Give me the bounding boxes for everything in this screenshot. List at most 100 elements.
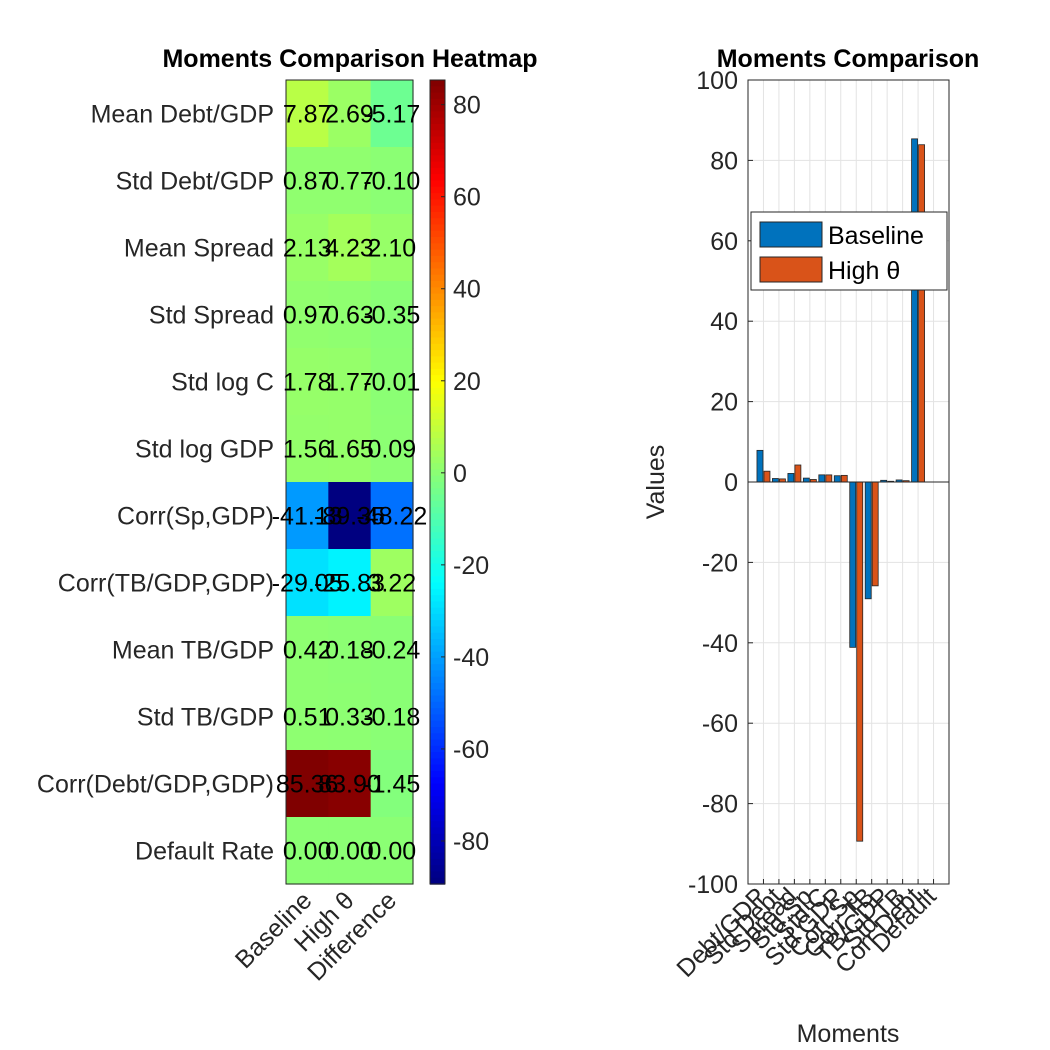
colorbar-strip (430, 595, 445, 603)
colorbar-strip (430, 532, 445, 540)
heatmap-cell-value: -0.24 (363, 637, 420, 665)
colorbar-strip (430, 92, 445, 100)
bar-baseline (864, 481, 872, 600)
colorbar-tick-label: 20 (453, 368, 481, 396)
legend-label-baseline: Baseline (828, 222, 924, 250)
colorbar-strip (430, 444, 445, 452)
colorbar-strip (430, 865, 445, 873)
colorbar-strip (430, 463, 445, 471)
colorbar-strip (430, 588, 445, 596)
legend-swatch-baseline (759, 221, 823, 248)
heatmap-cell-value: 0.09 (367, 436, 416, 464)
heatmap-cell-value: -0.18 (363, 704, 420, 732)
heatmap-cell-value: -0.10 (363, 168, 420, 196)
colorbar-strip (430, 193, 445, 201)
bar-chart-x-axis-label: Moments (797, 1020, 900, 1048)
colorbar-strip (430, 613, 445, 621)
colorbar-strip (430, 827, 445, 835)
heatmap-cell (370, 750, 414, 818)
y-tick-label: 60 (710, 228, 738, 256)
colorbar-strip (430, 796, 445, 804)
colorbar-strip (430, 745, 445, 753)
colorbar-strip (430, 281, 445, 288)
colorbar-strip (430, 243, 445, 251)
heatmap-cell-value: -0.35 (363, 302, 420, 330)
heatmap-cell-value: 0.77 (325, 168, 374, 196)
colorbar-strip (430, 726, 445, 734)
y-tick-label: -40 (702, 630, 738, 658)
heatmap-cell (328, 281, 372, 349)
colorbar-strip (430, 438, 445, 446)
heatmap-cell (286, 817, 329, 885)
colorbar-strip (430, 538, 445, 546)
colorbar-tick-label: 80 (453, 92, 481, 120)
heatmap-row-label: Corr(TB/GDP,GDP) (58, 570, 274, 598)
colorbar-strip (430, 180, 445, 188)
colorbar-strip (430, 720, 445, 728)
colorbar-strip (430, 482, 445, 489)
colorbar-strip (430, 852, 445, 860)
colorbar-strip (430, 632, 445, 640)
heatmap-cell (328, 616, 372, 684)
bar-chart-y-axis-label: Values (642, 445, 670, 520)
colorbar-strip (430, 626, 445, 634)
heatmap-cell (286, 750, 329, 818)
heatmap-cell (286, 214, 329, 282)
colorbar-strip (430, 525, 445, 533)
heatmap-row-labels: Mean Debt/GDP Std Debt/GDP Mean Spread Std … (37, 101, 274, 866)
colorbar-strip (430, 318, 445, 326)
heatmap-cell (328, 147, 372, 215)
colorbar-strip (430, 117, 445, 125)
heatmap-cell-labels: 7.872.69-5.17 0.870.77-0.10 2.134.232.10 0.… (272, 101, 428, 866)
colorbar-strip (430, 136, 445, 144)
colorbar-strip (430, 299, 445, 307)
heatmap-cell-value: -41.13 (272, 503, 343, 531)
heatmap-row-label: Std log C (171, 369, 274, 397)
colorbar-strip (430, 362, 445, 370)
colorbar-strip (430, 758, 445, 766)
bar-high-theta (856, 481, 864, 842)
colorbar-strip (430, 664, 445, 672)
colorbar-strip (430, 708, 445, 716)
heatmap-cell (286, 348, 329, 416)
bar-chart-y-ticks: 100 80 60 40 20 0 -20 -40 -60 -80 -100 (688, 67, 753, 899)
colorbar-strip (430, 733, 445, 741)
colorbar-strip (430, 155, 445, 163)
y-tick-label: 40 (710, 308, 738, 336)
colorbar-strip (430, 739, 445, 747)
bar-baseline (772, 478, 779, 483)
heatmap-cell-value: 0.51 (283, 704, 332, 732)
y-tick-label: -60 (702, 710, 738, 738)
colorbar-strip (430, 205, 445, 213)
colorbar-strip (430, 255, 445, 263)
colorbar-strip (430, 557, 445, 565)
bar-high-theta (918, 144, 925, 483)
colorbar-strip (430, 488, 445, 496)
heatmap-cell (286, 549, 329, 617)
colorbar-strip (430, 551, 445, 559)
colorbar-strip (430, 670, 445, 678)
legend-swatch-high-theta (759, 256, 823, 283)
heatmap-cell (328, 549, 372, 617)
colorbar-strip (430, 224, 445, 232)
heatmap-cell (370, 348, 414, 416)
heatmap-cell (370, 147, 414, 215)
heatmap-cell (328, 415, 372, 483)
heatmap-row-label: Corr(Debt/GDP,GDP) (37, 771, 274, 799)
colorbar-strip (430, 582, 445, 590)
colorbar-strip (430, 840, 445, 848)
colorbar-strip (430, 607, 445, 615)
heatmap-panel: Moments Comparison Heatmap 7.872.69-5.17… (37, 45, 538, 986)
heatmap-cell-value: 0.87 (283, 168, 332, 196)
colorbar-frame (429, 79, 446, 885)
bar-baseline (756, 449, 764, 483)
heatmap-cell (370, 415, 414, 483)
colorbar-strip (430, 394, 445, 402)
colorbar-strip (430, 714, 445, 722)
colorbar-strip (430, 230, 445, 238)
heatmap-cell-value: 83.90 (318, 771, 381, 799)
legend-label-high-theta: High θ (828, 257, 900, 285)
heatmap-cell-value: 2.13 (283, 235, 332, 263)
colorbar-strip (430, 86, 445, 94)
